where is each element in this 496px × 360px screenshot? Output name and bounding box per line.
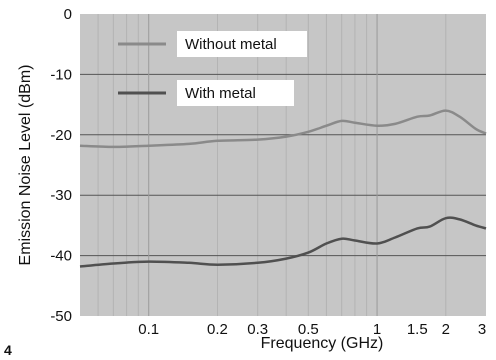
x-tick-label: 0.5 bbox=[298, 321, 319, 338]
x-tick-label: 1 bbox=[373, 321, 381, 338]
x-tick-label: 2 bbox=[442, 321, 450, 338]
x-tick-label: 0.1 bbox=[138, 321, 159, 338]
y-tick-label: -50 bbox=[50, 308, 72, 325]
legend: Without metal With metal bbox=[118, 31, 307, 106]
y-axis-title: Emission Noise Level (dBm) bbox=[17, 65, 34, 266]
x-axis-title: Frequency (GHz) bbox=[261, 335, 384, 352]
x-tick-label: 0.2 bbox=[207, 321, 228, 338]
legend-label: With metal bbox=[185, 85, 256, 102]
y-tick-label: -10 bbox=[50, 66, 72, 83]
x-tick-labels: 0.1 0.2 0.3 0.5 1 1.5 2 3 bbox=[138, 321, 486, 338]
major-gridlines bbox=[80, 14, 486, 316]
series-line-without-metal bbox=[79, 109, 487, 149]
series-lines bbox=[79, 109, 487, 268]
x-tick-label: 0.3 bbox=[247, 321, 268, 338]
legend-label: Without metal bbox=[185, 36, 277, 53]
y-tick-labels: 0 -10 -20 -30 -40 -50 bbox=[50, 6, 72, 325]
x-tick-label: 1.5 bbox=[407, 321, 428, 338]
x-tick-label: 3 bbox=[478, 321, 486, 338]
corner-figure-label: 4 bbox=[4, 342, 12, 358]
minor-gridlines bbox=[97, 14, 447, 316]
legend-label-box bbox=[177, 31, 307, 57]
y-tick-label: 0 bbox=[64, 6, 72, 23]
series-line-with-metal bbox=[79, 216, 487, 268]
y-tick-label: -30 bbox=[50, 187, 72, 204]
y-tick-label: -40 bbox=[50, 248, 72, 265]
legend-label-box bbox=[177, 80, 294, 106]
y-tick-label: -20 bbox=[50, 127, 72, 144]
plot-area bbox=[80, 14, 486, 316]
